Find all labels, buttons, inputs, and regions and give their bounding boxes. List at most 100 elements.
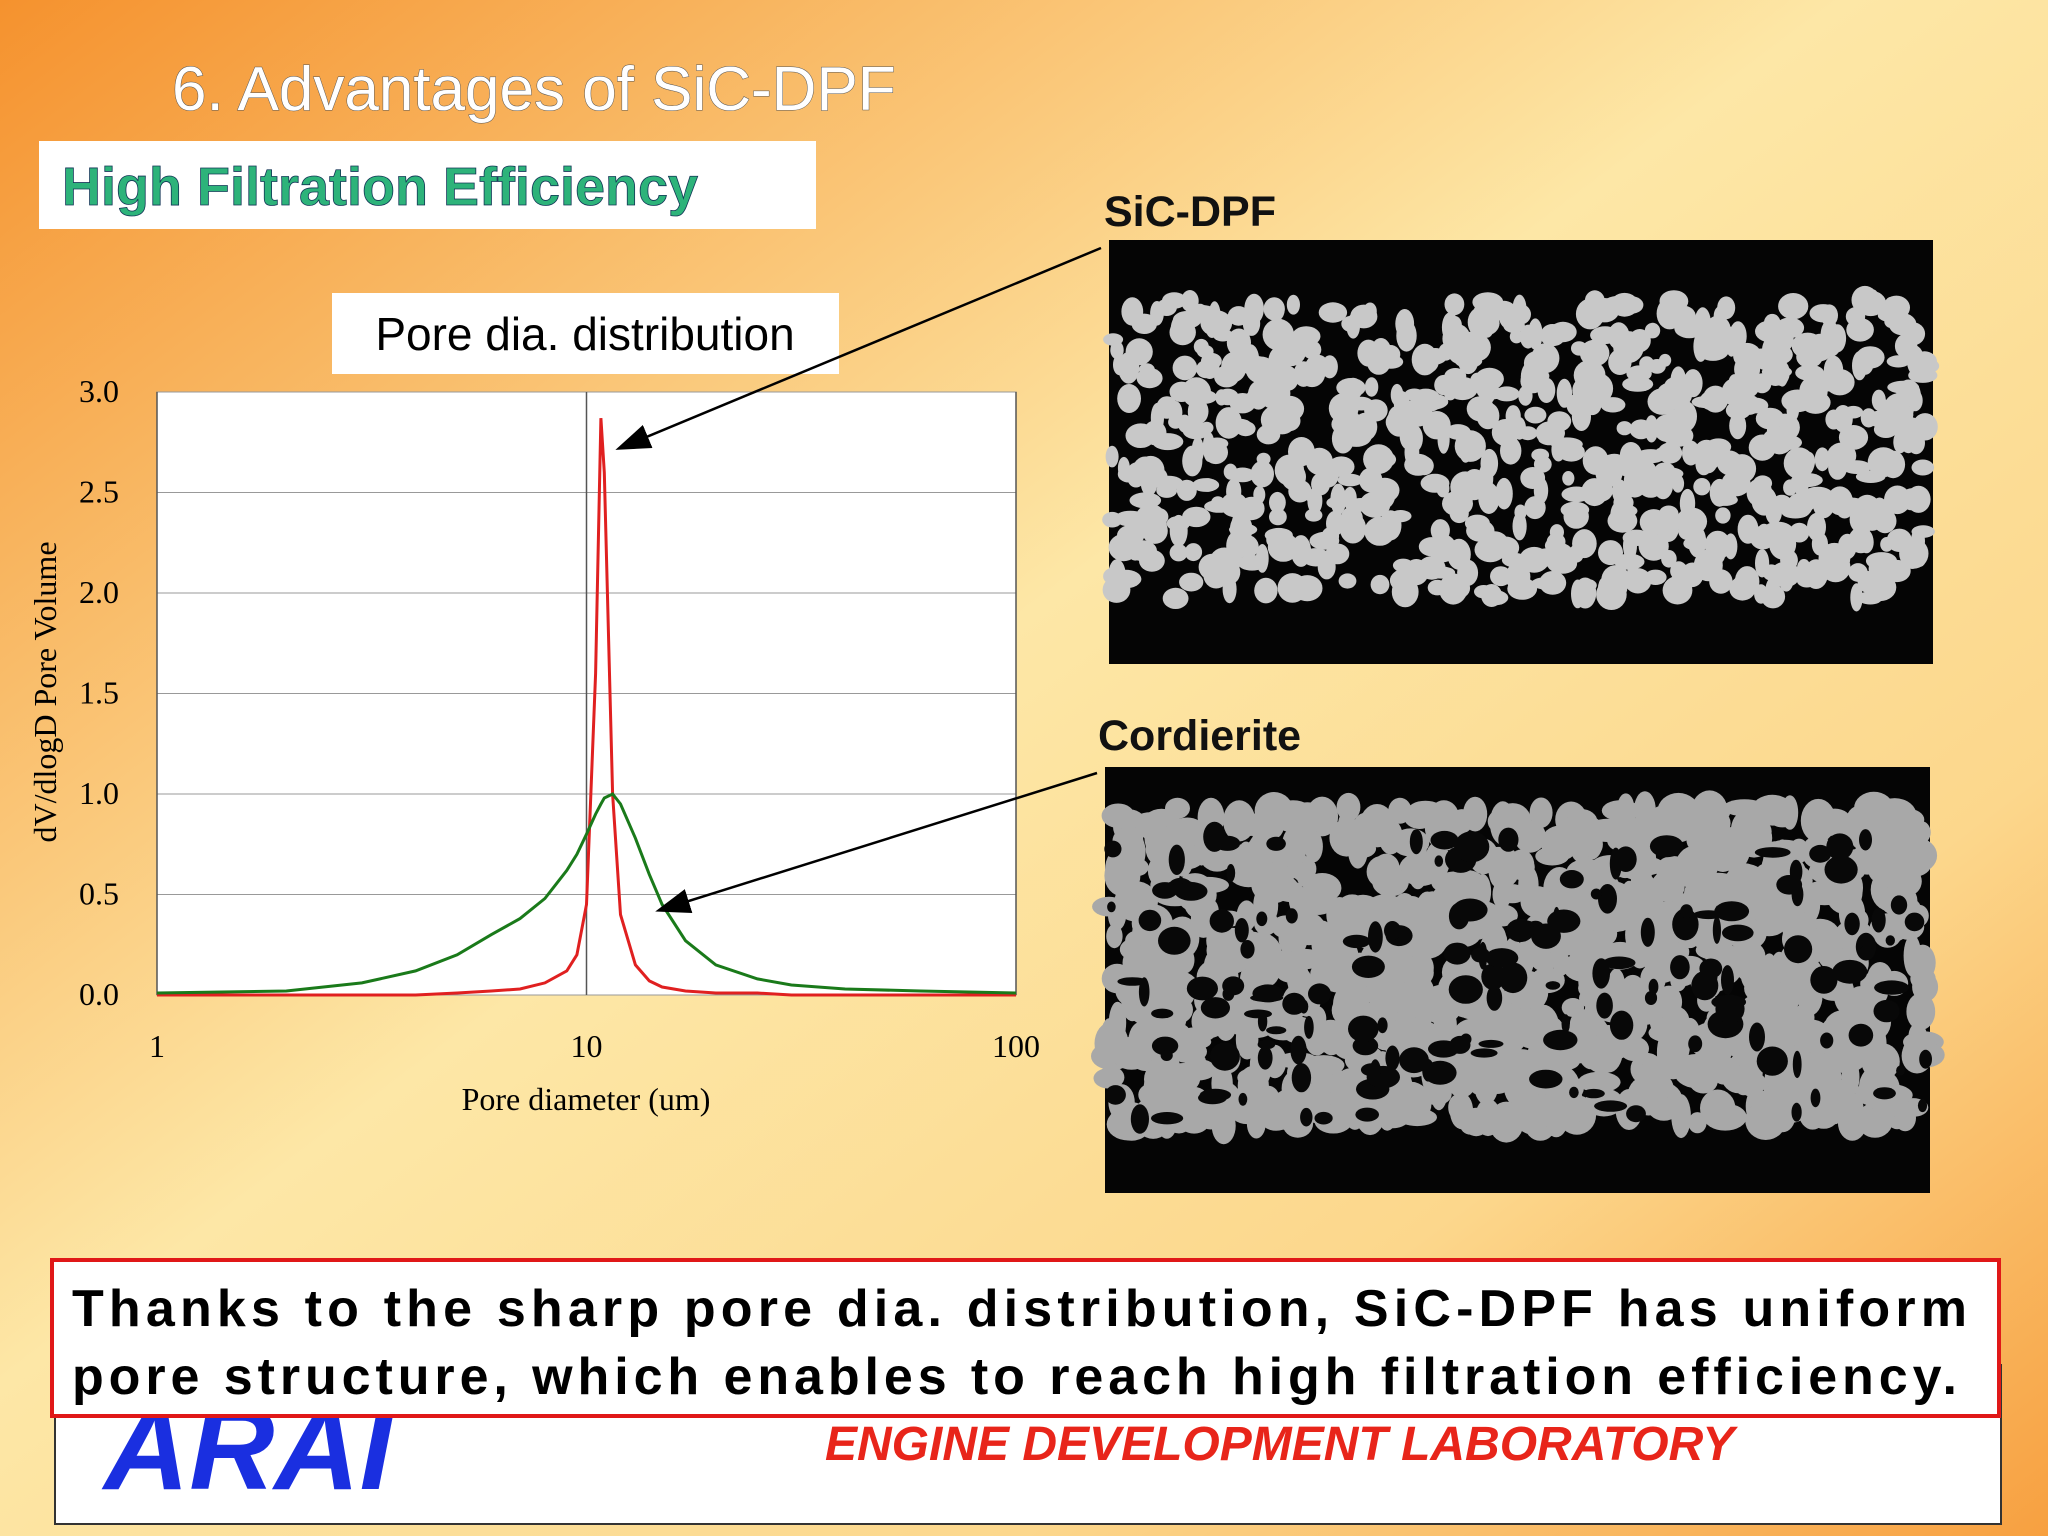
pore bbox=[1174, 882, 1208, 901]
grain bbox=[1871, 389, 1886, 411]
pore bbox=[1784, 935, 1813, 964]
grain bbox=[1856, 350, 1874, 375]
grain bbox=[1117, 384, 1141, 413]
grain bbox=[1304, 830, 1323, 863]
grain bbox=[1403, 958, 1434, 987]
pore bbox=[1244, 1009, 1272, 1019]
grain bbox=[1732, 1064, 1758, 1092]
grain bbox=[1492, 536, 1520, 560]
grain bbox=[1305, 447, 1333, 475]
grain bbox=[1139, 549, 1165, 572]
grain bbox=[1318, 302, 1348, 323]
grain bbox=[1260, 405, 1291, 435]
grain bbox=[1168, 400, 1183, 425]
grain bbox=[1763, 342, 1780, 365]
pore bbox=[1454, 831, 1490, 863]
grain bbox=[1729, 412, 1747, 440]
grain bbox=[1800, 798, 1836, 843]
grain bbox=[1638, 477, 1663, 498]
pore bbox=[1257, 1039, 1276, 1050]
grain bbox=[1912, 821, 1931, 844]
grain bbox=[1414, 903, 1448, 944]
grain bbox=[1880, 537, 1894, 552]
grain bbox=[1539, 571, 1567, 595]
pore bbox=[1449, 1035, 1471, 1054]
grain bbox=[1381, 345, 1401, 364]
pore bbox=[1200, 997, 1230, 1019]
y-axis-label: dV/dlogD Pore Volume bbox=[27, 541, 63, 842]
pore bbox=[1304, 1015, 1314, 1039]
grain bbox=[1364, 377, 1379, 397]
pore bbox=[1712, 916, 1721, 944]
grain bbox=[1797, 1070, 1831, 1103]
grain bbox=[1911, 525, 1935, 538]
grain bbox=[1656, 382, 1686, 406]
grain bbox=[1458, 348, 1479, 375]
grain bbox=[1534, 548, 1561, 562]
pore bbox=[1552, 906, 1561, 938]
pore bbox=[1105, 1085, 1126, 1105]
grain bbox=[1693, 478, 1711, 496]
y-tick-label: 1.0 bbox=[79, 775, 119, 811]
grain bbox=[1797, 1097, 1831, 1121]
pore bbox=[1688, 1035, 1703, 1053]
micrograph-texture bbox=[1102, 285, 1940, 612]
grain bbox=[1246, 1096, 1286, 1127]
pore bbox=[1360, 1063, 1383, 1077]
grain bbox=[1404, 1028, 1429, 1051]
pore bbox=[1234, 918, 1249, 943]
grain bbox=[1487, 1047, 1513, 1089]
grain bbox=[1558, 927, 1596, 951]
pore bbox=[1529, 1069, 1563, 1089]
grain bbox=[1820, 304, 1839, 327]
pore bbox=[1598, 884, 1617, 914]
image-label: Cordierite bbox=[1098, 712, 1301, 760]
grain bbox=[1234, 534, 1259, 559]
grain bbox=[1165, 797, 1190, 819]
grain bbox=[1399, 421, 1418, 450]
grain bbox=[1694, 307, 1711, 338]
grain bbox=[1184, 543, 1203, 562]
grain bbox=[1684, 877, 1725, 910]
grain bbox=[1170, 996, 1187, 1033]
x-tick-label: 1 bbox=[149, 1028, 165, 1064]
pore bbox=[1789, 859, 1803, 884]
grain bbox=[1269, 298, 1285, 321]
grain bbox=[1111, 1036, 1152, 1070]
grain bbox=[1857, 795, 1874, 834]
grain bbox=[1136, 368, 1163, 389]
pore bbox=[1104, 840, 1122, 858]
grain bbox=[1556, 1095, 1590, 1123]
pore bbox=[1649, 835, 1684, 858]
grain bbox=[1444, 368, 1467, 385]
pore bbox=[1300, 1107, 1313, 1127]
grain bbox=[1316, 1036, 1340, 1053]
pore bbox=[1291, 1063, 1312, 1093]
grain bbox=[1193, 338, 1209, 355]
pore bbox=[1848, 1023, 1874, 1047]
grain bbox=[1229, 418, 1253, 434]
pore bbox=[1859, 829, 1872, 851]
grain bbox=[1797, 559, 1811, 578]
grain bbox=[1416, 393, 1449, 410]
pore bbox=[1670, 955, 1690, 980]
grain bbox=[1810, 387, 1826, 411]
grain bbox=[1490, 566, 1512, 587]
grain bbox=[1269, 508, 1287, 526]
grain bbox=[1282, 826, 1308, 864]
grain bbox=[1751, 486, 1777, 516]
pore bbox=[1871, 907, 1886, 933]
grain bbox=[1617, 793, 1635, 821]
pore bbox=[1547, 909, 1581, 933]
grain bbox=[1590, 479, 1613, 502]
grain bbox=[1877, 308, 1904, 323]
grain bbox=[1462, 469, 1487, 501]
grain bbox=[1229, 523, 1258, 536]
pore bbox=[1648, 978, 1659, 995]
pore bbox=[1749, 1022, 1765, 1052]
grain bbox=[1390, 383, 1404, 406]
grain bbox=[1574, 577, 1597, 609]
grain bbox=[1611, 504, 1638, 518]
grain bbox=[1754, 584, 1768, 604]
